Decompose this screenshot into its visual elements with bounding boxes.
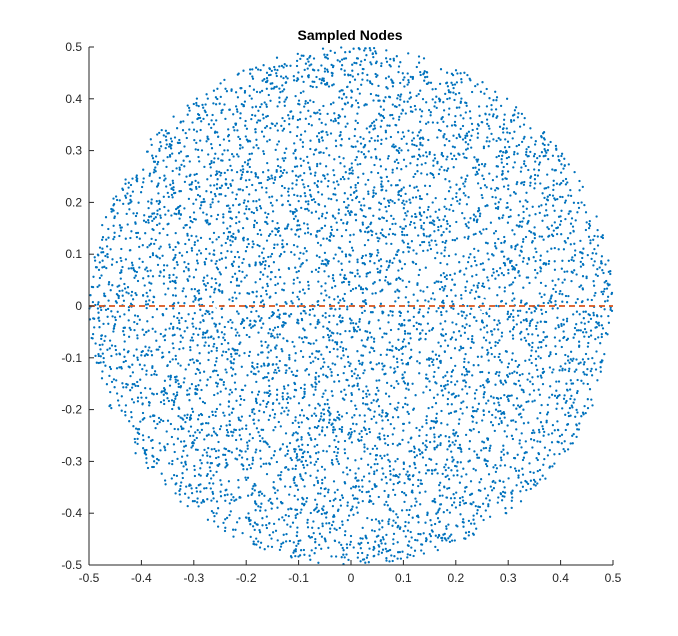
x-tick-label: -0.3 [183,571,204,585]
x-tick-label: 0.3 [500,571,517,585]
y-tick-label: 0.2 [65,195,82,209]
x-tick-label: -0.2 [236,571,257,585]
y-tick-label: 0 [75,299,82,313]
x-tick-label: 0 [348,571,355,585]
x-tick-label: -0.1 [288,571,309,585]
sample-node-points [88,46,614,566]
x-tick-label: 0.1 [395,571,412,585]
y-tick-label: 0.1 [65,247,82,261]
y-tick-label: 0.4 [65,92,82,106]
x-tick-label: -0.5 [79,571,100,585]
y-tick-label: -0.1 [61,351,82,365]
axes: -0.5 -0.4 -0.3 -0.2 -0.1 0 0.1 0.2 0.3 0.4 0.5 0.5 0… [61,40,621,585]
y-tick-label: 0.5 [65,40,82,54]
x-tick-label: 0.5 [605,571,622,585]
scatter-points [88,46,614,566]
y-tick-label: -0.3 [61,454,82,468]
y-tick-label: -0.2 [61,403,82,417]
marker-layer [212,298,490,314]
y-tick-label: 0.3 [65,144,82,158]
y-tick-label: -0.5 [61,558,82,572]
hollow-marker [474,298,490,314]
x-tick-label: -0.4 [131,571,152,585]
y-tick-label: -0.4 [61,506,82,520]
hollow-marker [212,298,228,314]
chart-title: Sampled Nodes [297,27,402,43]
x-tick-label: 0.2 [447,571,464,585]
x-tick-label: 0.4 [552,571,569,585]
